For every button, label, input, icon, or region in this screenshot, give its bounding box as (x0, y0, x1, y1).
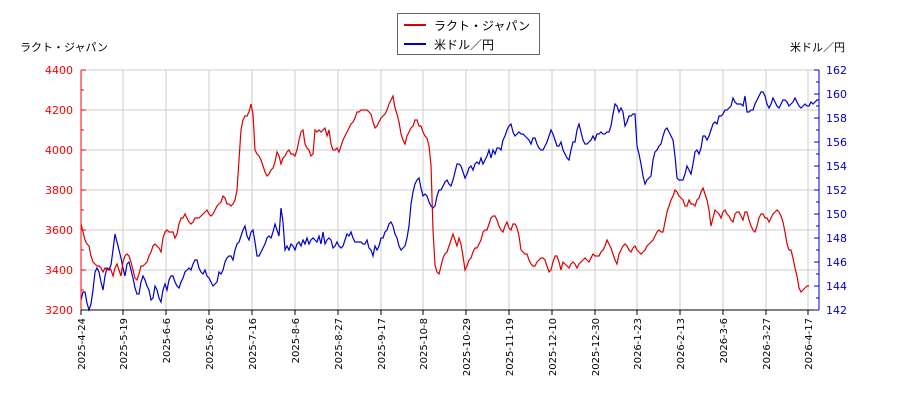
grid (81, 69, 819, 310)
right-axis-title: 米ドル／円 (790, 41, 845, 54)
svg-text:2025-8-27: 2025-8-27 (334, 318, 345, 370)
svg-text:3600: 3600 (45, 224, 73, 237)
svg-text:2025-9-17: 2025-9-17 (377, 318, 388, 370)
legend-label: 米ドル／円 (434, 37, 495, 52)
svg-text:2026-1-23: 2026-1-23 (633, 318, 644, 370)
svg-text:3800: 3800 (45, 184, 73, 197)
svg-text:2026-2-13: 2026-2-13 (676, 318, 687, 370)
svg-text:4200: 4200 (45, 104, 73, 117)
left-axis-ticks (81, 69, 86, 291)
svg-text:2025-10-8: 2025-10-8 (419, 318, 430, 370)
svg-text:2025-7-16: 2025-7-16 (248, 318, 259, 370)
svg-text:2025-5-19: 2025-5-19 (119, 318, 130, 370)
svg-text:3400: 3400 (45, 264, 73, 277)
svg-text:158: 158 (826, 112, 847, 125)
svg-text:2025-11-19: 2025-11-19 (505, 318, 516, 376)
svg-text:148: 148 (826, 232, 847, 245)
legend-swatch-red (404, 24, 426, 26)
legend-label: ラクト・ジャパン (434, 18, 531, 33)
svg-text:150: 150 (826, 208, 847, 221)
svg-text:2025-6-26: 2025-6-26 (205, 318, 216, 370)
svg-text:142: 142 (826, 304, 847, 317)
svg-text:4000: 4000 (45, 144, 73, 157)
legend-swatch-blue (404, 43, 426, 45)
svg-text:146: 146 (826, 256, 847, 269)
svg-text:2025-6-6: 2025-6-6 (162, 318, 173, 363)
legend-item-lact-japan: ラクト・ジャパン (404, 16, 530, 34)
legend: ラクト・ジャパン 米ドル／円 (397, 13, 540, 55)
right-tick-labels: 162 160 158 156 154 152 150 148 146 144 … (826, 64, 847, 317)
svg-text:3200: 3200 (45, 304, 73, 317)
x-tick-labels: 2025-4-24 2025-5-19 2025-6-6 2025-6-26 2… (77, 318, 815, 376)
svg-text:156: 156 (826, 136, 847, 149)
svg-text:2025-12-10: 2025-12-10 (548, 318, 559, 376)
svg-text:160: 160 (826, 88, 847, 101)
svg-text:2025-10-29: 2025-10-29 (462, 318, 473, 376)
svg-text:154: 154 (826, 160, 847, 173)
svg-text:2026-3-6: 2026-3-6 (719, 318, 730, 363)
svg-text:152: 152 (826, 184, 847, 197)
svg-text:144: 144 (826, 280, 847, 293)
svg-text:4400: 4400 (45, 64, 73, 77)
legend-item-usdjpy: 米ドル／円 (404, 35, 494, 53)
right-axis-ticks (814, 69, 819, 311)
left-tick-labels: 4400 4200 4000 3800 3600 3400 3200 (45, 64, 73, 317)
left-axis-title: ラクト・ジャパン (20, 41, 108, 54)
svg-text:162: 162 (826, 64, 847, 77)
svg-text:2025-8-6: 2025-8-6 (291, 318, 302, 363)
series-lact-japan-line (80, 94, 809, 294)
svg-text:2025-12-30: 2025-12-30 (591, 318, 602, 376)
svg-text:2026-3-27: 2026-3-27 (762, 318, 773, 370)
svg-text:2025-4-24: 2025-4-24 (77, 318, 88, 370)
x-axis-ticks (80, 310, 809, 315)
svg-text:2026-4-17: 2026-4-17 (804, 318, 815, 370)
series-usdjpy-line (80, 91, 819, 313)
